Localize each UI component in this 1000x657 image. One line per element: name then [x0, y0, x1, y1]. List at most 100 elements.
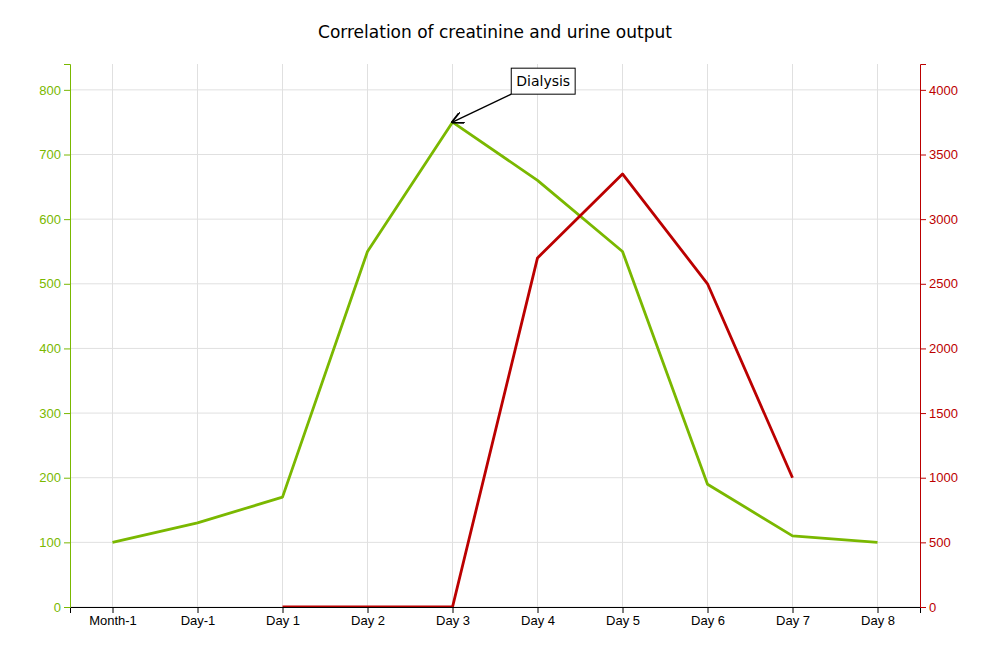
y-tick: 100	[39, 535, 70, 550]
y-tick-label: 200	[39, 470, 61, 485]
y2-tick-mark	[920, 219, 926, 220]
annotation-arrow	[453, 94, 512, 122]
y-axis: 0 100 200 300 400 500 600 700 800	[39, 65, 70, 615]
y-tick-mark	[64, 90, 70, 91]
x-tick-mark	[198, 607, 199, 613]
y-tick: 500	[39, 276, 70, 291]
y-tick: 400	[39, 341, 70, 356]
x-tick: Day 4	[521, 607, 555, 628]
x-tick-mark	[368, 607, 369, 613]
y2-tick: 3500	[920, 147, 958, 162]
y-tick-mark	[64, 284, 70, 285]
x-tick-mark	[113, 607, 114, 613]
series-line	[113, 122, 878, 542]
axis-line	[71, 608, 921, 614]
plot-area	[113, 122, 878, 607]
x-tick: Day 3	[436, 607, 470, 628]
y2-tick-mark	[920, 155, 926, 156]
grid-line-x	[707, 64, 708, 607]
grid-line-x	[367, 64, 368, 607]
y-tick: 300	[39, 406, 70, 421]
chart-svg: Month-1 Day-1 Day 1 Day 2 Day 3 Day 4 Day 5 Day…	[0, 0, 1000, 657]
annotation-box	[511, 68, 575, 94]
x-tick: Day 8	[861, 607, 895, 628]
y-tick-label: 300	[39, 406, 61, 421]
x-tick-label: Day 1	[266, 613, 300, 628]
axis-line	[921, 65, 927, 608]
y2-tick-label: 0	[929, 600, 936, 615]
y2-tick: 1000	[920, 470, 958, 485]
y2-tick: 1500	[920, 406, 958, 421]
x-tick-mark	[793, 607, 794, 613]
x-tick-label: Month-1	[89, 613, 137, 628]
x-tick: Day 1	[266, 607, 300, 628]
x-tick-label: Day 5	[606, 613, 640, 628]
x-tick-label: Day 6	[691, 613, 725, 628]
y2-tick: 4000	[920, 83, 958, 98]
y2-tick: 2000	[920, 341, 958, 356]
y2-tick-label: 4000	[929, 83, 958, 98]
x-tick: Day 6	[691, 607, 725, 628]
y2-tick-label: 2000	[929, 341, 958, 356]
y-tick-mark	[64, 607, 70, 608]
y2-tick-label: 3500	[929, 147, 958, 162]
chart-container: Month-1 Day-1 Day 1 Day 2 Day 3 Day 4 Day 5 Day…	[0, 0, 1000, 657]
x-tick: Day 5	[606, 607, 640, 628]
grid-line-x	[792, 64, 793, 607]
grid-line-x	[452, 64, 453, 607]
y2-tick-mark	[920, 348, 926, 349]
y-tick: 700	[39, 147, 70, 162]
x-tick: Month-1	[89, 607, 137, 628]
x-tick-mark	[623, 607, 624, 613]
x-tick-mark	[538, 607, 539, 613]
y-tick: 800	[39, 83, 70, 98]
x-tick-label: Day 2	[351, 613, 385, 628]
y-tick-label: 0	[54, 600, 61, 615]
x-tick: Day 2	[351, 607, 385, 628]
y-tick-mark	[64, 478, 70, 479]
series-line	[283, 174, 793, 607]
y2-tick-mark	[920, 607, 926, 608]
y-tick-label: 600	[39, 212, 61, 227]
y2-tick-mark	[920, 478, 926, 479]
y2-tick-label: 3000	[929, 212, 958, 227]
grid-line-x	[537, 64, 538, 607]
x-axis: Month-1 Day-1 Day 1 Day 2 Day 3 Day 4 Day 5 Day…	[71, 607, 921, 628]
x-tick: Day 7	[776, 607, 810, 628]
y-tick-label: 700	[39, 147, 61, 162]
grid-line-x	[112, 64, 113, 607]
grid-line-x	[877, 64, 878, 607]
grid-line-x	[197, 64, 198, 607]
x-tick-mark	[878, 607, 879, 613]
x-tick-label: Day 4	[521, 613, 555, 628]
y-tick-mark	[64, 542, 70, 543]
annotation-text: Dialysis	[516, 73, 570, 89]
y-tick-label: 800	[39, 83, 61, 98]
x-tick-label: Day 8	[861, 613, 895, 628]
y2-tick-mark	[920, 542, 926, 543]
x-tick-mark	[283, 607, 284, 613]
y2-tick: 3000	[920, 212, 958, 227]
y2-tick-mark	[920, 284, 926, 285]
y-tick-mark	[64, 219, 70, 220]
y-tick-mark	[64, 155, 70, 156]
y2-tick: 0	[920, 600, 936, 615]
x-tick-label: Day-1	[181, 613, 216, 628]
y-tick-label: 400	[39, 341, 61, 356]
x-tick-mark	[453, 607, 454, 613]
y2-tick: 500	[920, 535, 951, 550]
grid	[70, 64, 920, 607]
y2-tick-label: 1000	[929, 470, 958, 485]
grid-line-x	[622, 64, 623, 607]
axis-line	[64, 65, 71, 608]
x-tick-mark	[708, 607, 709, 613]
x-tick-label: Day 7	[776, 613, 810, 628]
x-tick-label: Day 3	[436, 613, 470, 628]
y2-tick-mark	[920, 413, 926, 414]
y2-tick-label: 2500	[929, 276, 958, 291]
y2-tick-label: 500	[929, 535, 951, 550]
y2-tick: 2500	[920, 276, 958, 291]
grid-line-x	[282, 64, 283, 607]
y2-tick-mark	[920, 90, 926, 91]
y-tick-mark	[64, 348, 70, 349]
